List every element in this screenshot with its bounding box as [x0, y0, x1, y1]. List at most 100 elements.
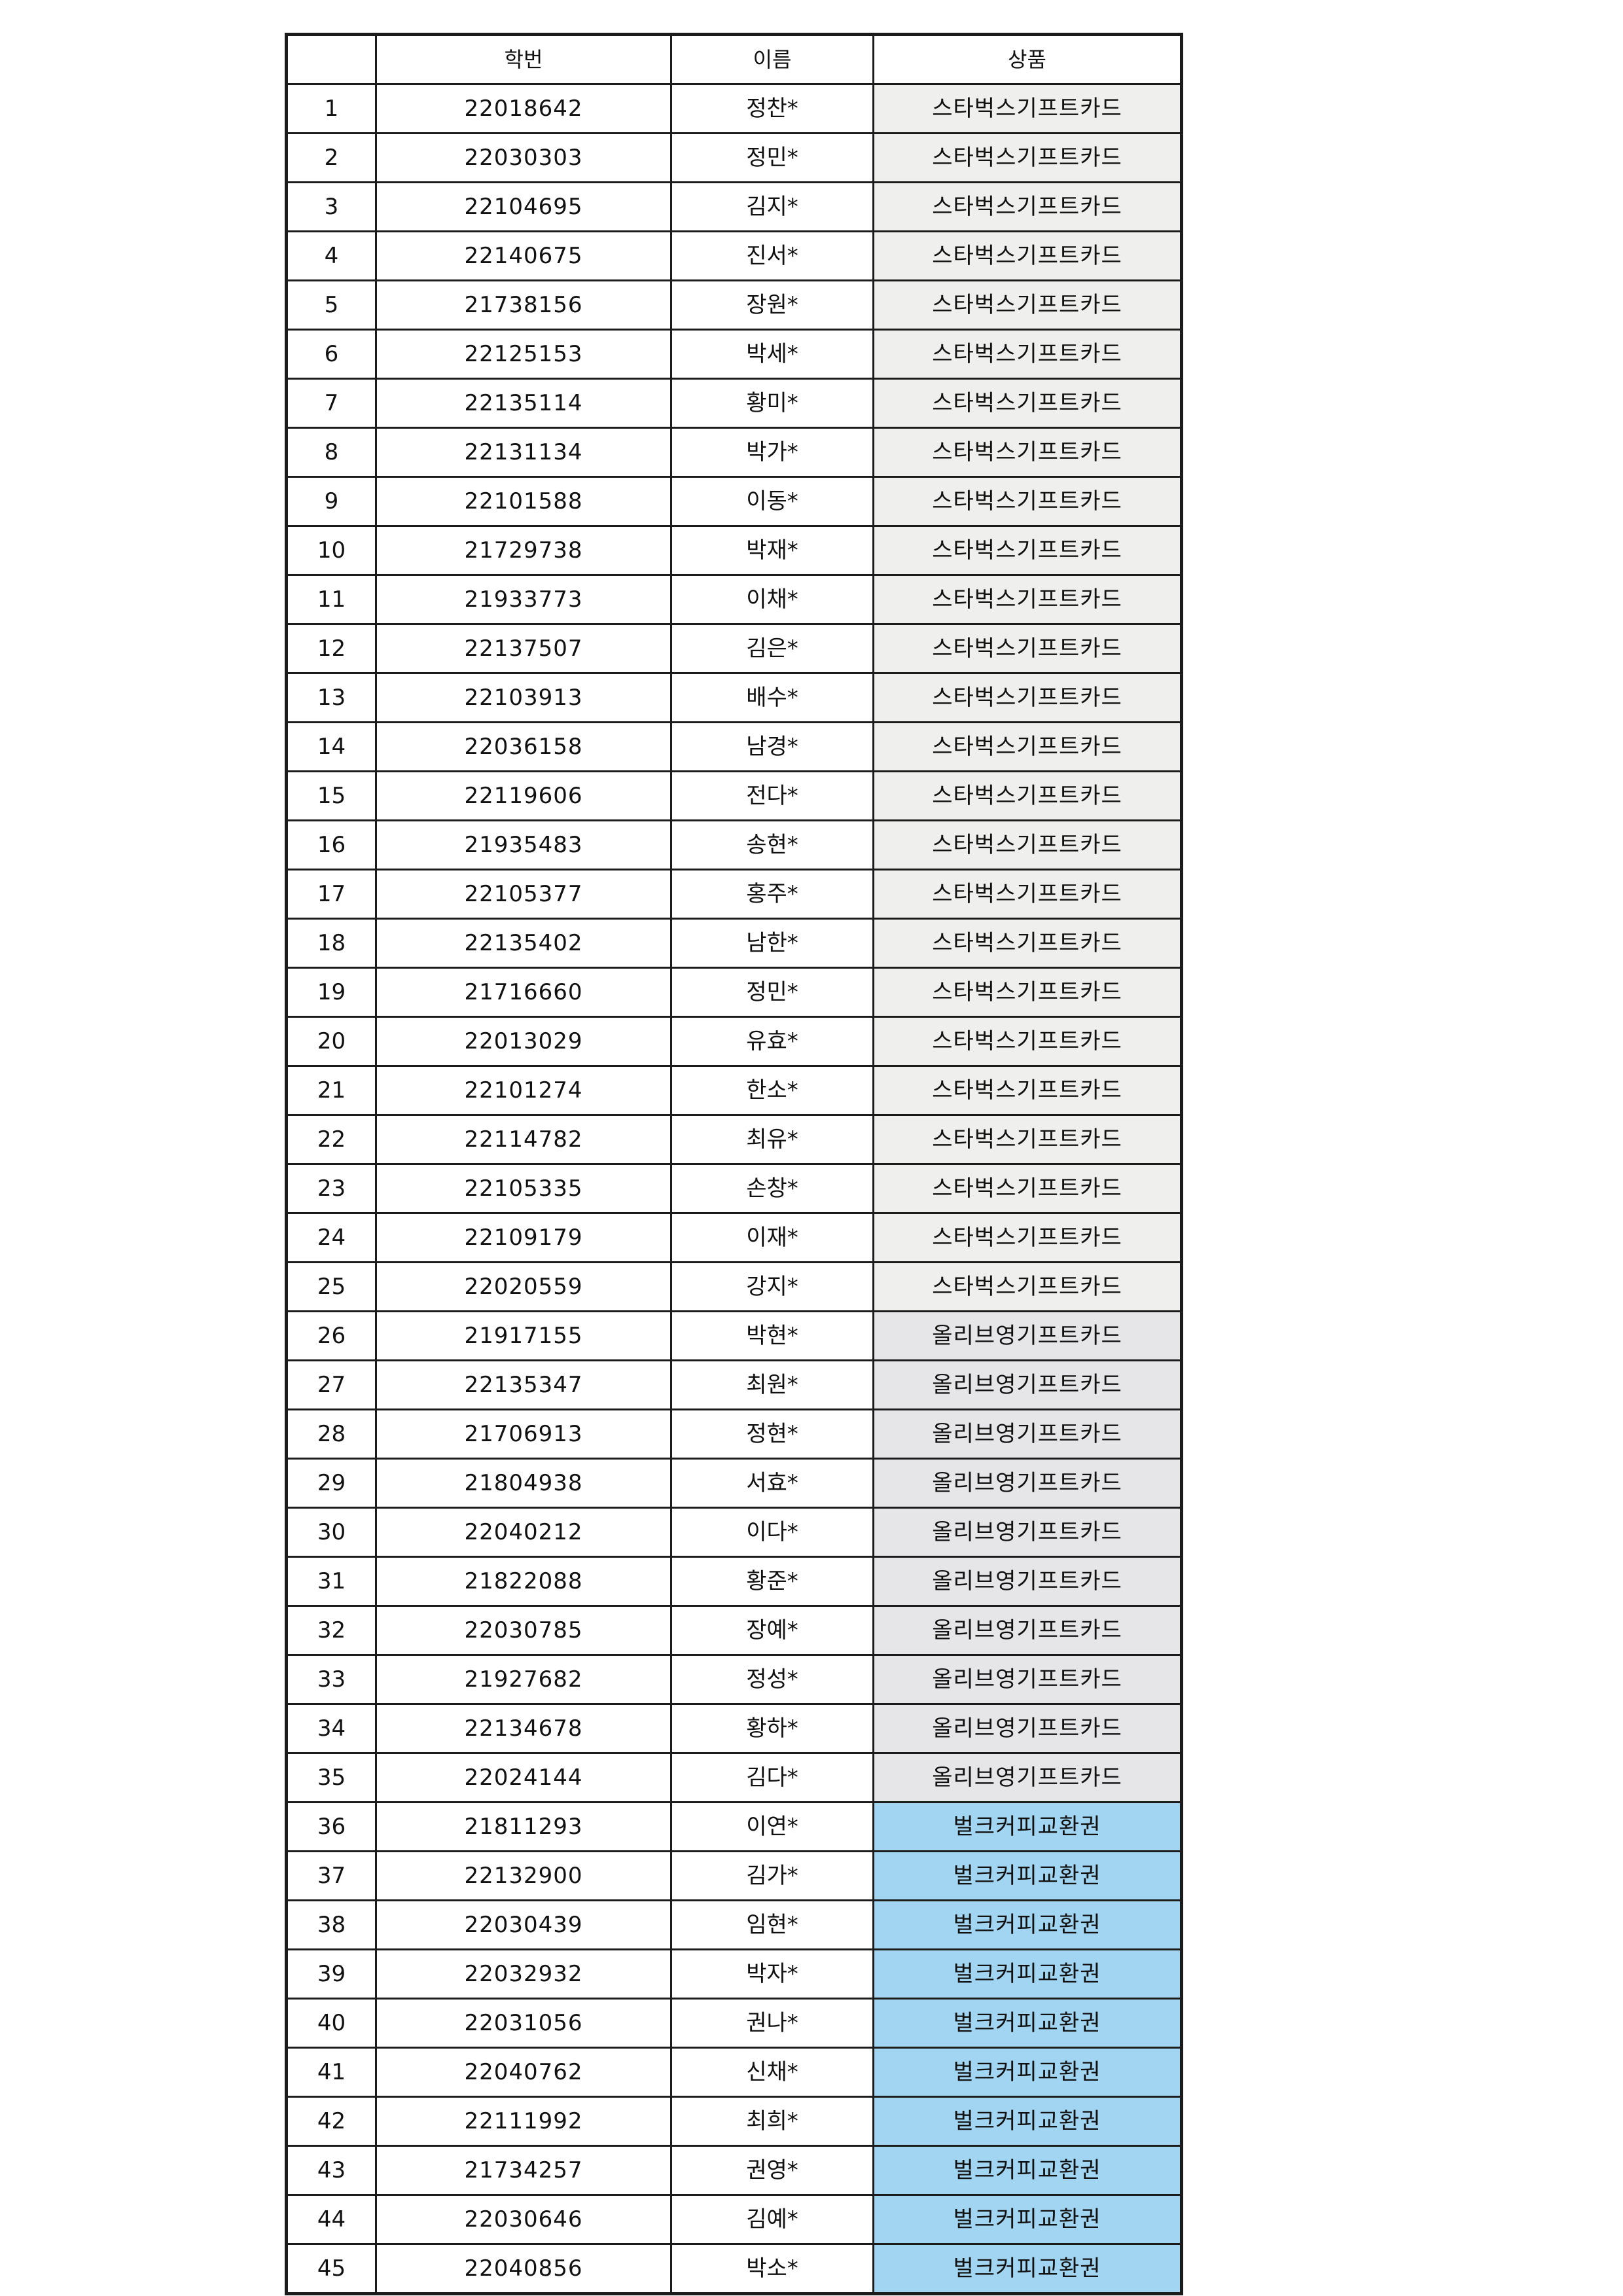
student-id: 22131134: [375, 427, 672, 478]
row-number: 27: [285, 1359, 377, 1410]
winner-name: 김은*: [670, 623, 874, 674]
student-id: 22040856: [375, 2243, 672, 2295]
prize-name: 스타벅스기프트카드: [872, 132, 1183, 183]
prize-name: 스타벅스기프트카드: [872, 721, 1183, 772]
header-name: 이름: [670, 33, 874, 85]
prize-name: 올리브영기프트카드: [872, 1703, 1183, 1754]
table-row: 40 22031056 권나* 벌크커피교환권: [285, 1998, 1183, 2049]
student-id: 22020559: [375, 1261, 672, 1312]
table-row: 39 22032932 박자* 벌크커피교환권: [285, 1948, 1183, 2000]
header-prize: 상품: [872, 33, 1183, 85]
row-number: 40: [285, 1998, 377, 2049]
student-id: 22135402: [375, 918, 672, 969]
table-row: 16 21935483 송현* 스타벅스기프트카드: [285, 819, 1183, 870]
winner-name: 전다*: [670, 770, 874, 821]
prize-name: 스타벅스기프트카드: [872, 869, 1183, 920]
student-id: 22105335: [375, 1163, 672, 1214]
student-id: 22030303: [375, 132, 672, 183]
prize-name: 스타벅스기프트카드: [872, 1261, 1183, 1312]
table-row: 14 22036158 남경* 스타벅스기프트카드: [285, 721, 1183, 772]
prize-name: 스타벅스기프트카드: [872, 918, 1183, 969]
row-number: 7: [285, 378, 377, 429]
prize-name: 스타벅스기프트카드: [872, 1212, 1183, 1263]
row-number: 42: [285, 2096, 377, 2147]
table-row: 25 22020559 강지* 스타벅스기프트카드: [285, 1261, 1183, 1312]
prize-name: 벌크커피교환권: [872, 1850, 1183, 1901]
winner-name: 이다*: [670, 1507, 874, 1558]
student-id: 22030439: [375, 1899, 672, 1950]
header-row: 학번 이름 상품: [285, 33, 1183, 85]
table-row: 12 22137507 김은* 스타벅스기프트카드: [285, 623, 1183, 674]
student-id: 22135347: [375, 1359, 672, 1410]
winner-name: 홍주*: [670, 869, 874, 920]
student-id: 22040762: [375, 2047, 672, 2098]
table-row: 37 22132900 김가* 벌크커피교환권: [285, 1850, 1183, 1901]
prize-name: 스타벅스기프트카드: [872, 279, 1183, 331]
prize-name: 스타벅스기프트카드: [872, 574, 1183, 625]
row-number: 6: [285, 329, 377, 380]
student-id: 21822088: [375, 1556, 672, 1607]
row-number: 22: [285, 1114, 377, 1165]
table-row: 9 22101588 이동* 스타벅스기프트카드: [285, 476, 1183, 527]
table-row: 10 21729738 박재* 스타벅스기프트카드: [285, 525, 1183, 576]
row-number: 23: [285, 1163, 377, 1214]
prize-name: 스타벅스기프트카드: [872, 967, 1183, 1018]
student-id: 21738156: [375, 279, 672, 331]
student-id: 22111992: [375, 2096, 672, 2147]
winner-name: 김지*: [670, 181, 874, 232]
student-id: 22018642: [375, 83, 672, 134]
winner-name: 유효*: [670, 1016, 874, 1067]
row-number: 13: [285, 672, 377, 723]
table-row: 20 22013029 유효* 스타벅스기프트카드: [285, 1016, 1183, 1067]
winner-name: 송현*: [670, 819, 874, 870]
prize-name: 스타벅스기프트카드: [872, 181, 1183, 232]
winner-name: 권영*: [670, 2145, 874, 2196]
prize-name: 스타벅스기프트카드: [872, 819, 1183, 870]
row-number: 8: [285, 427, 377, 478]
table-row: 6 22125153 박세* 스타벅스기프트카드: [285, 329, 1183, 380]
student-id: 22103913: [375, 672, 672, 723]
row-number: 3: [285, 181, 377, 232]
student-id: 22032932: [375, 1948, 672, 2000]
row-number: 21: [285, 1065, 377, 1116]
winner-name: 정민*: [670, 967, 874, 1018]
header-student-id: 학번: [375, 33, 672, 85]
table-row: 2 22030303 정민* 스타벅스기프트카드: [285, 132, 1183, 183]
row-number: 38: [285, 1899, 377, 1950]
prize-name: 스타벅스기프트카드: [872, 672, 1183, 723]
prize-winners-table: 학번 이름 상품 1 22018642 정찬* 스타벅스기프트카드 2 2203…: [285, 33, 1183, 2295]
prize-name: 스타벅스기프트카드: [872, 83, 1183, 134]
table-row: 11 21933773 이채* 스타벅스기프트카드: [285, 574, 1183, 625]
table-row: 5 21738156 장원* 스타벅스기프트카드: [285, 279, 1183, 331]
prize-name: 스타벅스기프트카드: [872, 1016, 1183, 1067]
prize-name: 올리브영기프트카드: [872, 1605, 1183, 1656]
row-number: 30: [285, 1507, 377, 1558]
prize-name: 올리브영기프트카드: [872, 1310, 1183, 1361]
table-row: 26 21917155 박현* 올리브영기프트카드: [285, 1310, 1183, 1361]
prize-name: 스타벅스기프트카드: [872, 476, 1183, 527]
student-id: 22030646: [375, 2194, 672, 2245]
winner-name: 박현*: [670, 1310, 874, 1361]
student-id: 21804938: [375, 1458, 672, 1509]
row-number: 17: [285, 869, 377, 920]
table-row: 33 21927682 정성* 올리브영기프트카드: [285, 1654, 1183, 1705]
student-id: 21706913: [375, 1408, 672, 1460]
winner-name: 정성*: [670, 1654, 874, 1705]
table-row: 27 22135347 최원* 올리브영기프트카드: [285, 1359, 1183, 1410]
table-row: 29 21804938 서효* 올리브영기프트카드: [285, 1458, 1183, 1509]
row-number: 4: [285, 230, 377, 281]
prize-name: 벌크커피교환권: [872, 1948, 1183, 2000]
student-id: 22013029: [375, 1016, 672, 1067]
student-id: 21927682: [375, 1654, 672, 1705]
prize-name: 스타벅스기프트카드: [872, 378, 1183, 429]
winner-name: 장예*: [670, 1605, 874, 1656]
row-number: 26: [285, 1310, 377, 1361]
table-row: 4 22140675 진서* 스타벅스기프트카드: [285, 230, 1183, 281]
table-row: 1 22018642 정찬* 스타벅스기프트카드: [285, 83, 1183, 134]
prize-name: 스타벅스기프트카드: [872, 427, 1183, 478]
winner-name: 최희*: [670, 2096, 874, 2147]
winner-name: 박자*: [670, 1948, 874, 2000]
prize-name: 올리브영기프트카드: [872, 1654, 1183, 1705]
student-id: 22101274: [375, 1065, 672, 1116]
